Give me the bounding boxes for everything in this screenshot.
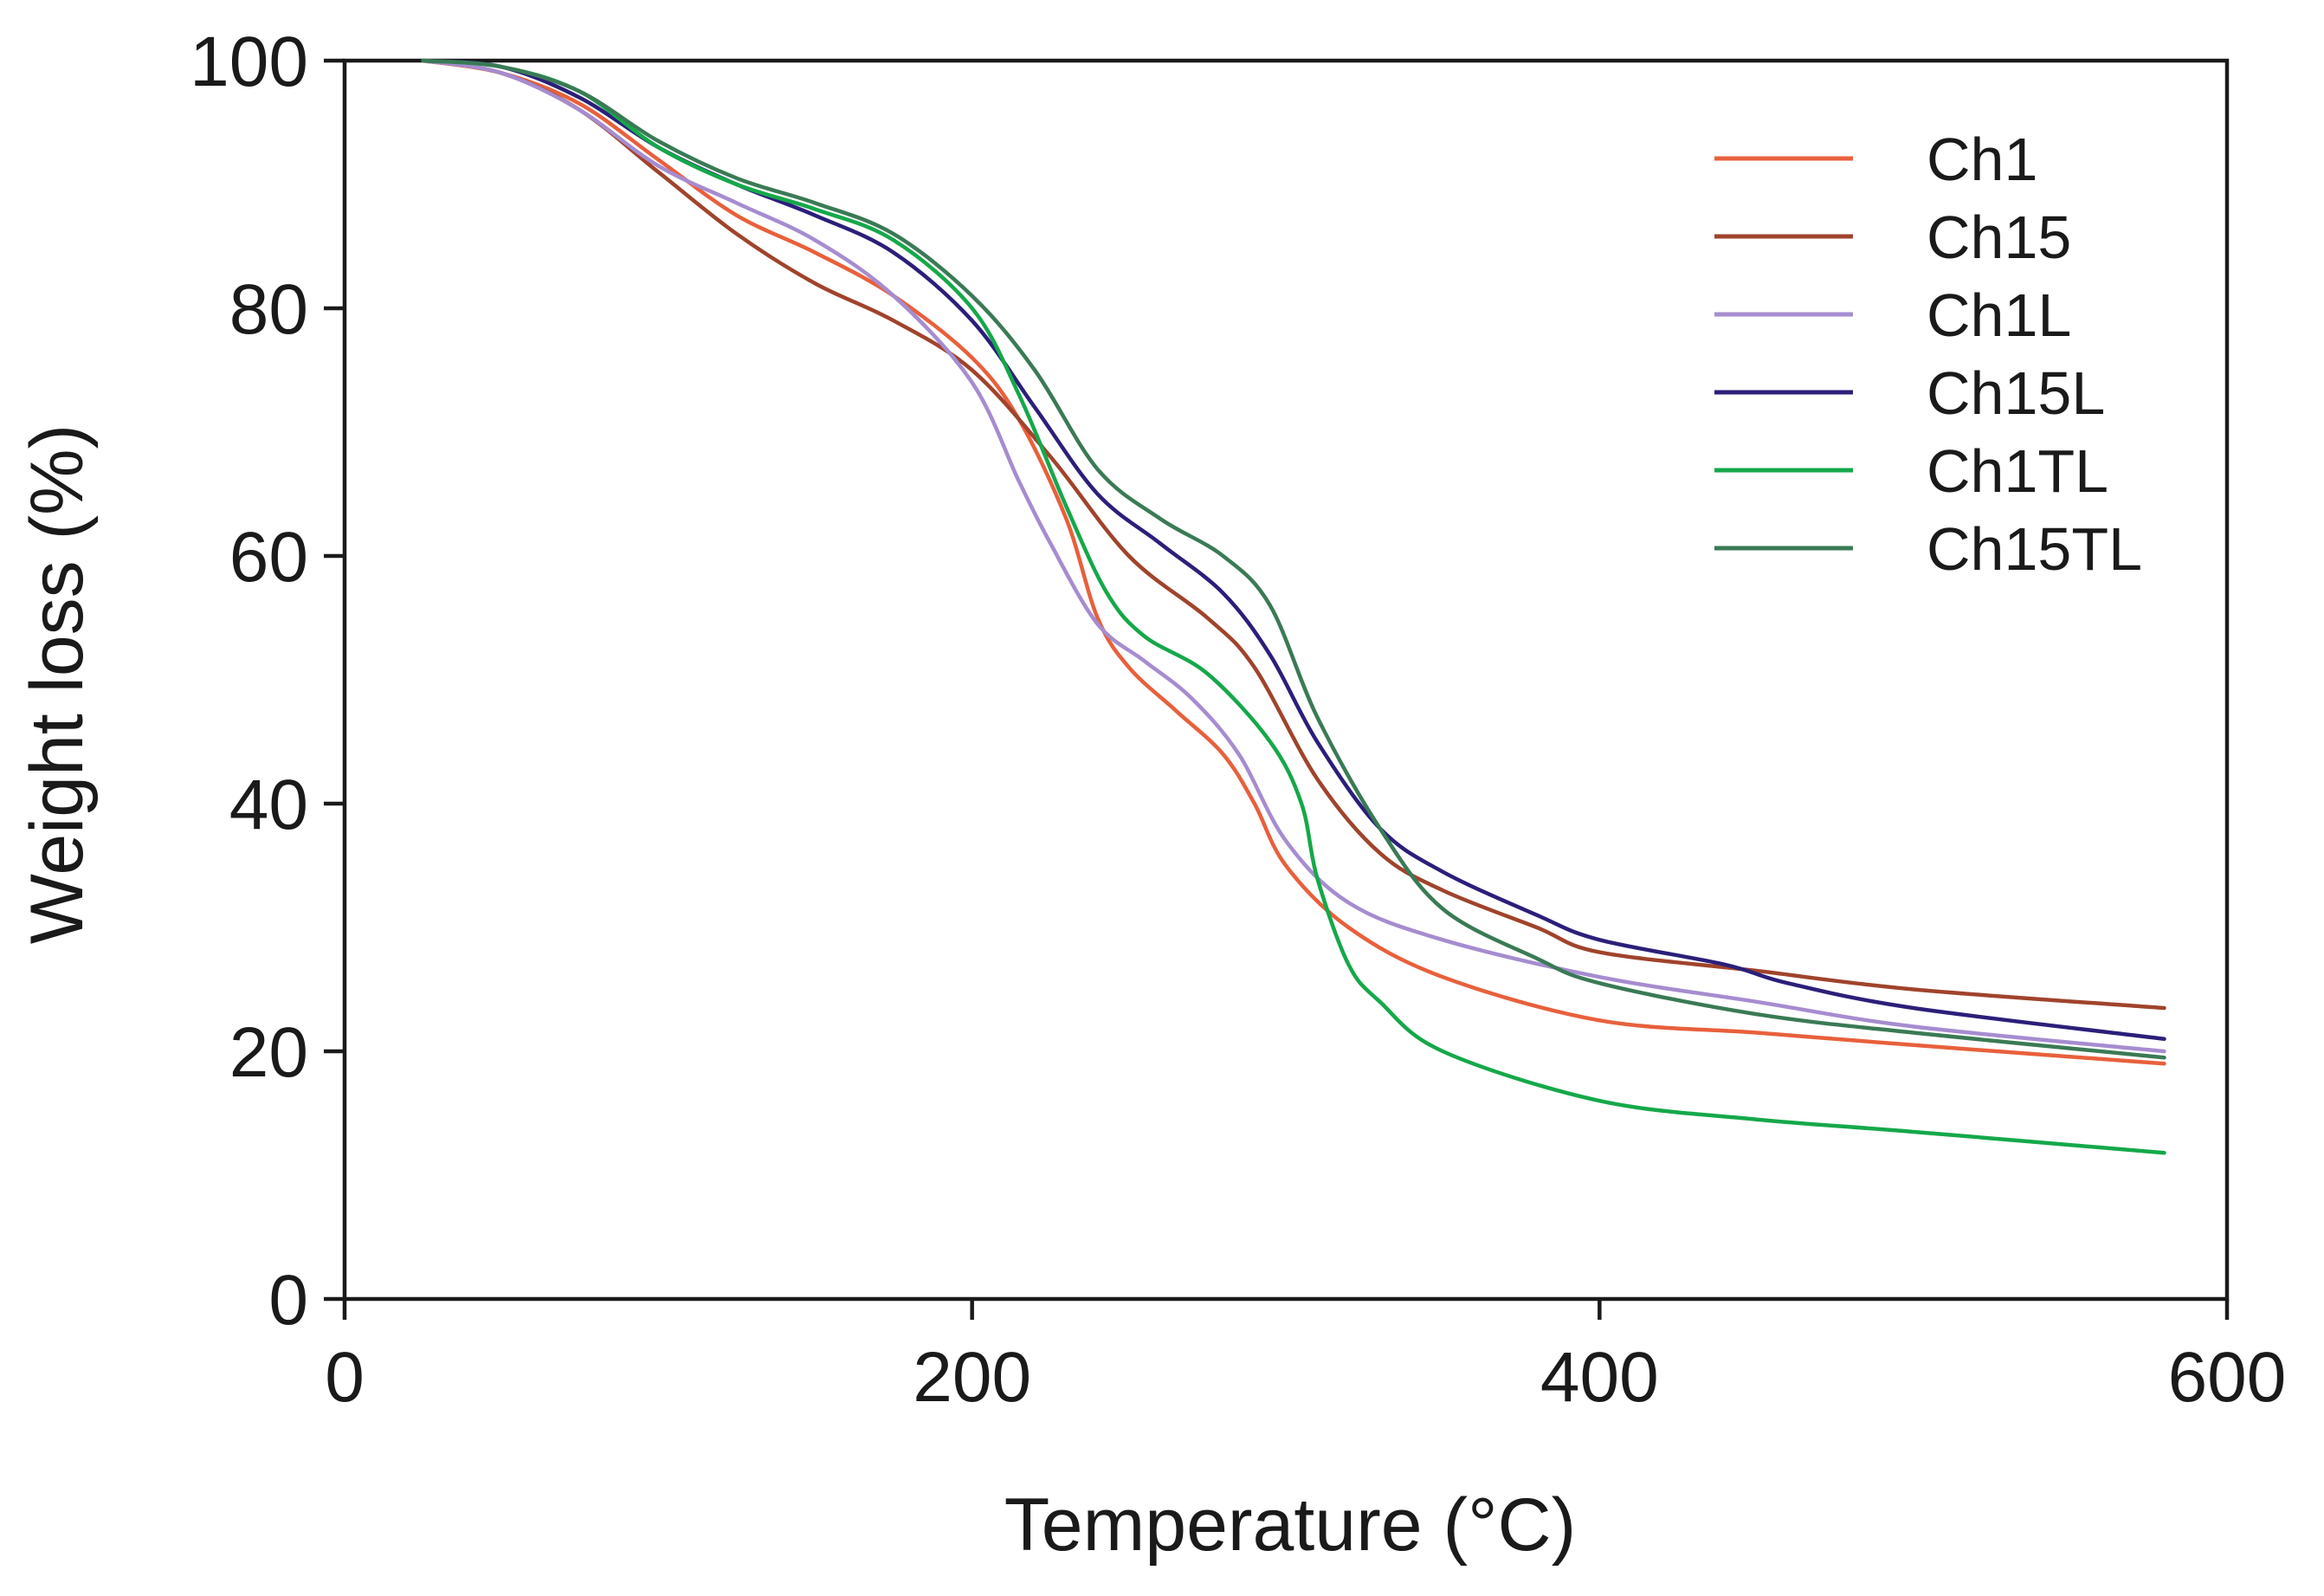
legend-label-ch1l: Ch1L (1927, 281, 2071, 349)
x-axis-title: Temperature (°C) (1004, 1483, 1576, 1567)
x-tick-label: 600 (2168, 1338, 2287, 1417)
series-line-ch1l (421, 58, 2166, 1054)
x-tick-label: 0 (325, 1338, 365, 1417)
legend-label-ch15: Ch15 (1927, 204, 2071, 271)
x-tick-label: 400 (1540, 1338, 1659, 1417)
series-line-ch15tl (421, 58, 2166, 1060)
axes-layer: 0 200 400 600 0 20 40 60 80 100 (190, 23, 2286, 1417)
y-tick-label: 80 (229, 270, 308, 349)
legend-label-ch15l: Ch15L (1927, 359, 2105, 427)
series-line-ch15 (421, 58, 2166, 1011)
y-axis-title: Weight loss (%) (16, 424, 99, 945)
plot-frame (342, 58, 2230, 1302)
series-line-ch15l (421, 58, 2166, 1041)
series-line-ch1 (421, 58, 2166, 1066)
series-line-ch1tl (421, 58, 2166, 1155)
y-tick-label: 60 (229, 518, 308, 597)
y-tick-label: 40 (229, 766, 308, 844)
y-tick-label: 100 (190, 23, 308, 101)
legend-label-ch15tl: Ch15TL (1927, 515, 2142, 583)
legend-label-ch1tl: Ch1TL (1927, 437, 2108, 505)
legend-layer: Ch1 Ch15 Ch1L Ch15L Ch1TL Ch15TL (1714, 126, 2142, 583)
y-tick-label: 20 (229, 1013, 308, 1092)
x-tick-label: 200 (913, 1338, 1031, 1417)
y-tick-label: 0 (268, 1261, 308, 1340)
legend-label-ch1: Ch1 (1927, 126, 2037, 193)
series-layer (421, 58, 2166, 1155)
